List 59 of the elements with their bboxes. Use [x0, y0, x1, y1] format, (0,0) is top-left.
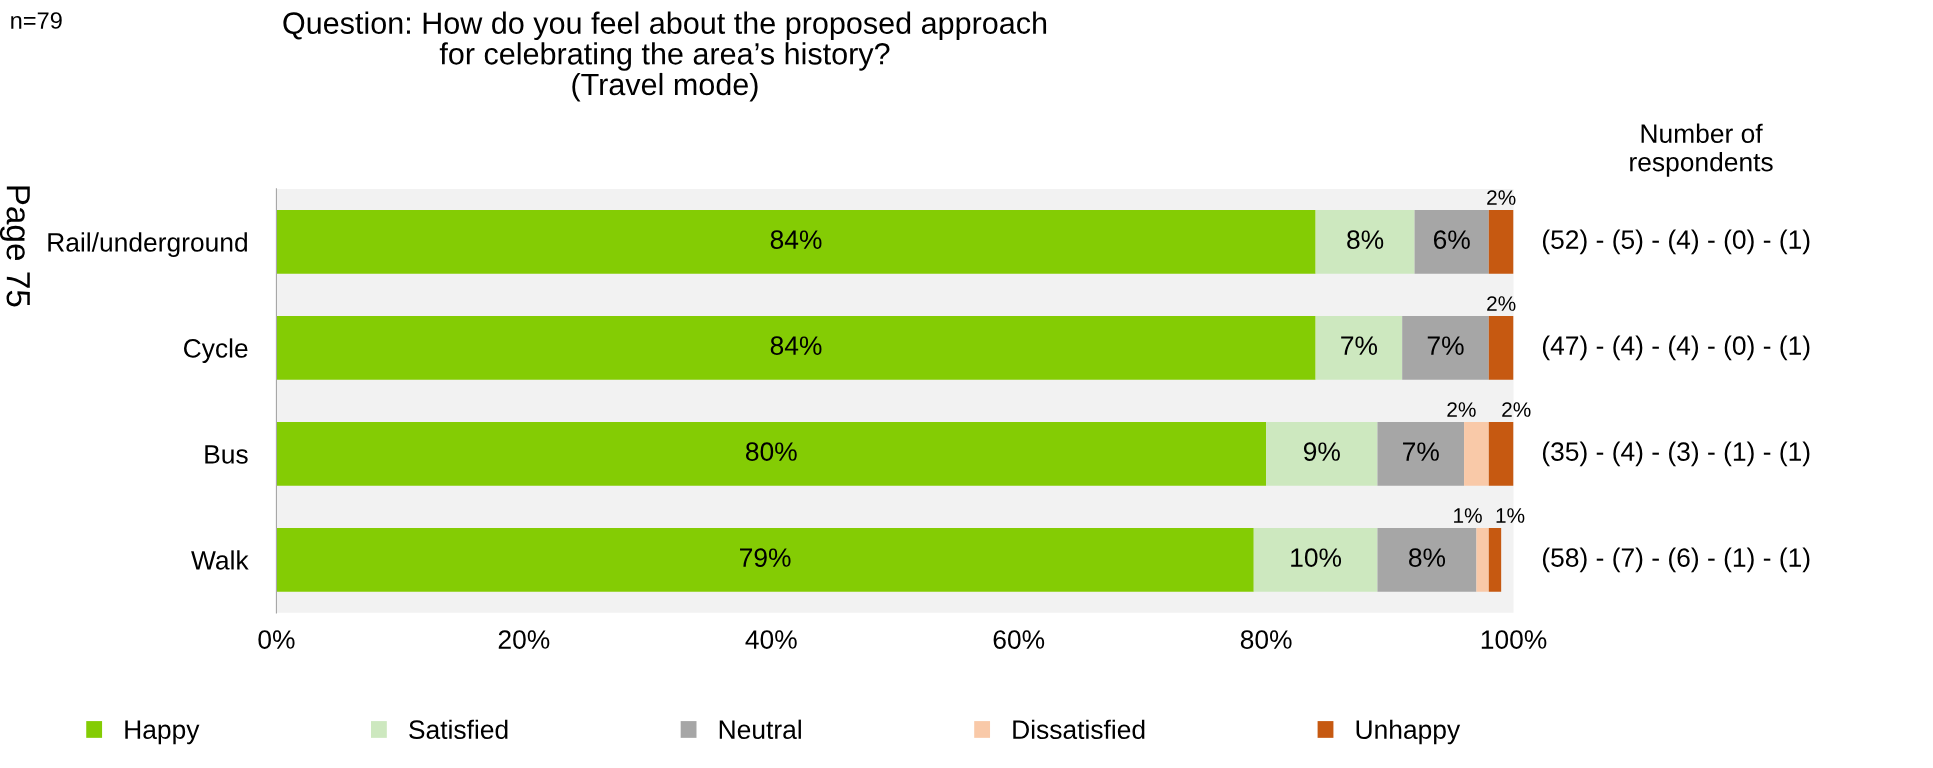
x-tick-label: 100%: [1481, 630, 1547, 649]
data-label: 2%: [1502, 402, 1531, 417]
bar: [276, 210, 1316, 274]
legend-label: Dissatisfied: [1013, 719, 1145, 740]
data-label: 84%: [770, 336, 822, 355]
data-label: 9%: [1303, 442, 1340, 461]
text: Number of respondents: [1630, 123, 1773, 177]
data-label: 10%: [1291, 548, 1342, 567]
text: Page 75: [0, 186, 30, 307]
bar: [276, 316, 1316, 380]
chart-title: Question: How do you feel about the proposed approach for celebrating the area’s history? (Travel mode): [283, 11, 1047, 102]
bar: [276, 422, 1267, 486]
data-label: 80%: [746, 442, 797, 461]
data-label: 79%: [740, 548, 791, 567]
bar: [1488, 528, 1502, 592]
legend-label: Happy: [125, 720, 200, 745]
data-label: 8%: [1409, 548, 1446, 567]
y-tick-label: Bus: [205, 445, 248, 464]
bar: [1266, 422, 1378, 486]
data-label: 1%: [1454, 508, 1482, 523]
y-tick-label: Walk: [191, 550, 249, 570]
bar: [1315, 210, 1415, 274]
bar: [1488, 316, 1514, 380]
bar: [1377, 528, 1477, 592]
data-label: 2%: [1487, 296, 1516, 311]
x-tick-label: 80%: [1240, 630, 1292, 649]
bar: [1488, 210, 1514, 274]
x-tick-label: 60%: [993, 630, 1045, 649]
data-label: 7%: [1403, 442, 1439, 461]
x-tick-label: 20%: [498, 630, 550, 649]
bar: [1488, 422, 1514, 486]
bar: [1464, 422, 1489, 486]
data-label: 8%: [1347, 230, 1384, 249]
data-label: 84%: [770, 230, 822, 249]
legend-label: Satisfied: [409, 719, 508, 740]
bar: [1315, 316, 1403, 380]
data-label: 7%: [1427, 336, 1464, 355]
text: (52) - (5) - (4) - (0) - (1): [1542, 229, 1810, 255]
text: (47) - (4) - (4) - (0) - (1): [1542, 335, 1810, 361]
y-tick-label: Rail/underground: [48, 232, 247, 257]
y-tick-label: Cycle: [184, 338, 248, 363]
bar: [276, 528, 1254, 592]
data-label: 1%: [1496, 508, 1525, 523]
x-tick-label: 0%: [258, 630, 295, 649]
data-label: 2%: [1447, 402, 1476, 417]
text: (58) - (7) - (6) - (1) - (1): [1542, 547, 1810, 573]
text: n=79: [11, 12, 62, 29]
bar: [1414, 210, 1489, 274]
legend-label: Neutral: [719, 719, 801, 740]
data-label: 6%: [1433, 230, 1470, 249]
bar: [1476, 528, 1489, 592]
data-label: 2%: [1487, 190, 1516, 205]
text: (35) - (4) - (3) - (1) - (1): [1542, 441, 1810, 467]
x-tick-label: 40%: [745, 630, 797, 649]
legend-label: Unhappy: [1356, 719, 1461, 745]
data-label: 7%: [1341, 336, 1378, 355]
bar: [1402, 316, 1489, 380]
bar: [1377, 422, 1465, 486]
bar: [1253, 528, 1378, 592]
